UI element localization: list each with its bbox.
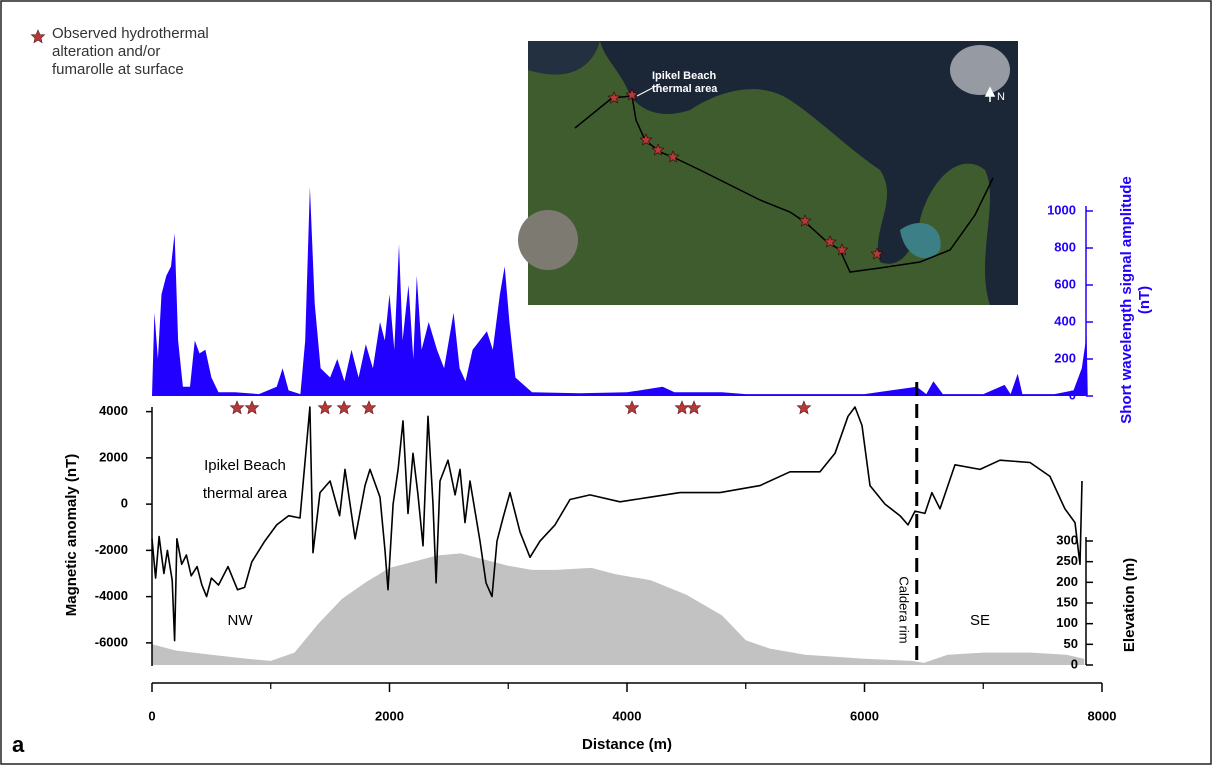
inset-star — [651, 143, 665, 156]
legend-label: Observed hydrothermal — [52, 25, 209, 42]
y-tick-label: 4000 — [99, 403, 128, 418]
inset-label: Ipikel Beach — [652, 70, 716, 82]
y3-tick-label: 150 — [1056, 594, 1078, 609]
hydrothermal-star — [686, 400, 702, 415]
inset-track — [574, 95, 994, 273]
hydrothermal-star — [796, 400, 812, 415]
y2-axis-label: Short wavelength signal amplitude — [1118, 176, 1135, 424]
annotation: NW — [228, 612, 254, 629]
y-tick-label: -6000 — [95, 634, 128, 649]
line — [151, 406, 1083, 642]
y2-axis-label: (nT) — [1136, 286, 1153, 314]
y3-tick-label: 300 — [1056, 532, 1078, 547]
y3-tick-label: 250 — [1056, 553, 1078, 568]
y-tick-label: -4000 — [95, 588, 128, 603]
y3-tick-label: 100 — [1056, 615, 1078, 630]
x-axis-label: Distance (m) — [582, 736, 672, 753]
x-tick-label: 8000 — [1088, 708, 1117, 723]
legend-label: alteration and/or — [52, 43, 160, 60]
y2-tick-label: 400 — [1054, 313, 1076, 328]
inset-sea — [528, 41, 600, 75]
y3-tick-label: 0 — [1071, 656, 1078, 671]
y-tick-label: 2000 — [99, 449, 128, 464]
x-tick-label: 2000 — [375, 708, 404, 723]
hydrothermal-star — [229, 400, 245, 415]
hydrothermal-star — [624, 400, 640, 415]
area — [152, 187, 1088, 396]
panel-label: a — [12, 732, 25, 757]
inset-star — [835, 243, 849, 256]
inset-reef — [900, 222, 941, 259]
hydrothermal-star — [361, 400, 377, 415]
y-axis-label: Magnetic anomaly (nT) — [63, 454, 80, 617]
inset-leader — [636, 83, 661, 97]
inset-star — [870, 247, 884, 260]
legend-label: fumarolle at surface — [52, 61, 184, 78]
inset-star — [639, 133, 653, 146]
inset-star — [607, 91, 621, 104]
y2-tick-label: 600 — [1054, 276, 1076, 291]
legend-star — [30, 29, 46, 44]
y3-tick-label: 200 — [1056, 574, 1078, 589]
inset-star — [625, 88, 639, 101]
north-arrow — [984, 86, 996, 102]
inset-crater — [518, 210, 578, 270]
x-tick-label: 6000 — [850, 708, 879, 723]
y-tick-label: -2000 — [95, 542, 128, 557]
inset-star — [798, 214, 812, 227]
y3-axis-label: Elevation (m) — [1121, 558, 1138, 652]
north-label: N — [997, 91, 1005, 103]
annotation: thermal area — [203, 485, 288, 502]
y2-tick-label: 1000 — [1047, 202, 1076, 217]
inset-cloud — [950, 45, 1010, 95]
hydrothermal-star — [244, 400, 260, 415]
annotation: SE — [970, 612, 990, 629]
area — [152, 553, 1085, 665]
x-tick-label: 4000 — [613, 708, 642, 723]
annotation: Ipikel Beach — [204, 457, 286, 474]
hydrothermal-star — [317, 400, 333, 415]
inset-map: Ipikel Beach thermal area N — [518, 41, 1018, 305]
y2-tick-label: 800 — [1054, 239, 1076, 254]
inset-star — [823, 235, 837, 248]
inset-star — [666, 150, 680, 163]
annotation: Caldera rim — [897, 576, 912, 643]
hydrothermal-star — [336, 400, 352, 415]
y2-tick-label: 0 — [1069, 387, 1076, 402]
y-tick-label: 0 — [121, 496, 128, 511]
inset-label: thermal area — [652, 83, 718, 95]
y2-tick-label: 200 — [1054, 350, 1076, 365]
y3-tick-label: 50 — [1064, 636, 1078, 651]
x-tick-label: 0 — [148, 708, 155, 723]
